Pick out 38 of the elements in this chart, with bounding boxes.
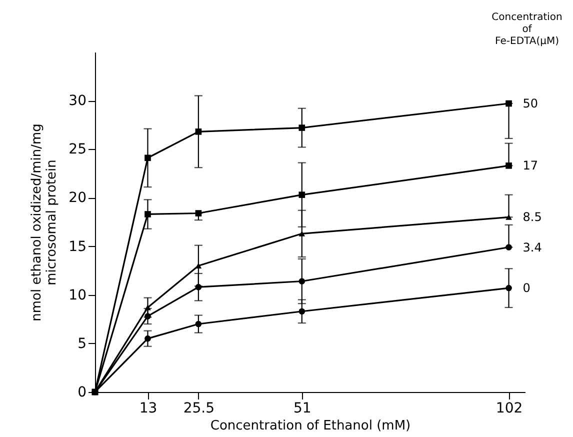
point [144,335,151,342]
y-tick-label: 20 [68,190,86,206]
x-axis-title: Concentration of Ethanol (mM) [210,418,411,434]
series-label: 50 [522,96,538,110]
series-label: 3.4 [522,240,542,254]
point [195,284,202,290]
point [195,128,202,135]
x-tick-label: 51 [293,400,312,416]
point [506,100,512,107]
point [195,210,202,216]
series-label: 0 [522,281,530,296]
point [144,211,151,218]
y-tick-label: 10 [68,287,86,304]
y-tick-label: 30 [68,93,86,110]
point [144,304,151,310]
point [298,192,306,198]
y-tick-label: 5 [78,336,86,352]
point [144,154,151,162]
series-label: 8.5 [522,210,542,224]
point [298,230,306,236]
point [506,162,512,169]
point [144,313,151,320]
point [506,244,512,250]
point [298,308,306,315]
point [298,278,306,284]
point [298,124,306,131]
point [506,284,512,292]
x-tick-label: 13 [139,400,158,416]
legend-title: Concentration of Fe-EDTA(μM) [492,12,562,47]
y-tick-label: 15 [68,238,86,255]
point [195,320,202,328]
y-axis-title: nmol ethanol oxidized/min/mg microsomal protein [30,124,60,322]
y-tick-label: 25 [68,142,86,158]
series-label: 17 [522,158,538,173]
point [195,262,202,268]
y-tick-label: 0 [78,384,86,400]
x-tick-label: 102 [496,400,523,416]
x-tick-label: 25.5 [183,400,215,416]
